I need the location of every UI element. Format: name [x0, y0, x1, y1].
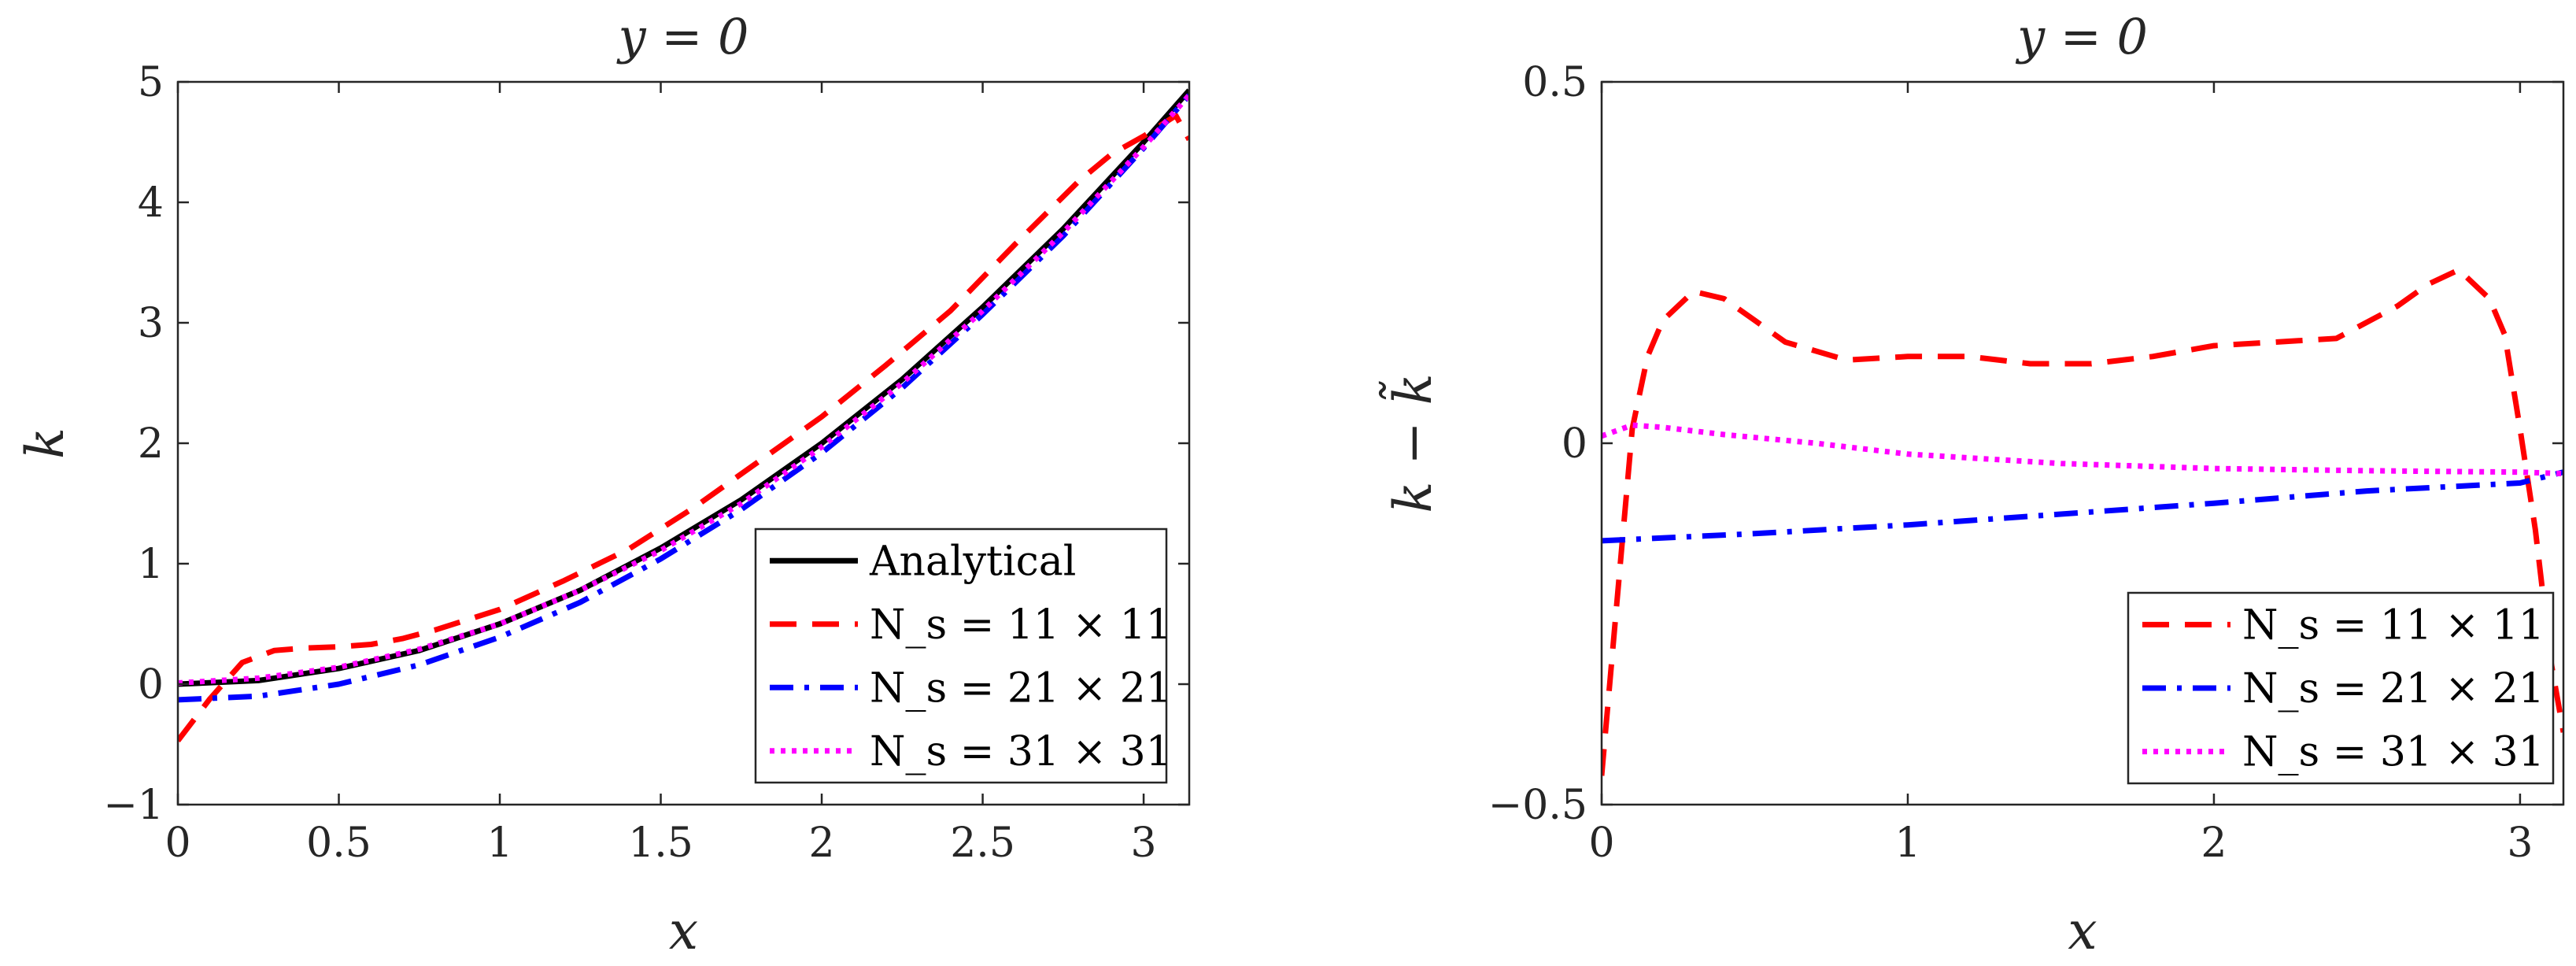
y-tick-label: 0.5	[1522, 59, 1587, 106]
chart-title: y = 0	[2015, 8, 2148, 65]
y-axis-label: k − k̃	[1379, 373, 1443, 513]
y-tick-label: 3	[138, 300, 164, 347]
x-tick-label: 1.5	[628, 820, 693, 867]
x-axis-label: x	[2068, 901, 2097, 961]
plot-area	[1602, 267, 2563, 776]
series-line-1	[1602, 469, 2563, 544]
x-tick-label: 1	[486, 820, 512, 867]
series-line-2	[178, 93, 1189, 703]
x-axis-label: x	[669, 901, 698, 961]
legend-label-3: N_s = 31 × 31	[870, 728, 1172, 775]
legend-label-2: N_s = 31 × 31	[2242, 729, 2545, 776]
y-tick-label: 1	[138, 541, 164, 588]
legend-label-0: N_s = 11 × 11	[2242, 601, 2545, 649]
legend-label-1: N_s = 11 × 11	[870, 601, 1172, 649]
x-tick-label: 2.5	[950, 820, 1015, 867]
y-tick-label: −0.5	[1488, 782, 1587, 829]
chart-title: y = 0	[616, 8, 749, 65]
y-tick-label: 0	[138, 661, 164, 709]
legend-label-0: Analytical	[869, 538, 1076, 585]
y-tick-label: 5	[138, 59, 164, 106]
y-axis-label: k	[15, 427, 76, 459]
x-tick-label: 0.5	[306, 820, 371, 867]
x-tick-label: 2	[2201, 820, 2227, 867]
series-line-1	[178, 113, 1189, 743]
right-panel: 0 1 2 3−0.500.5y = 0xk − k̃N_s = 11 × 11N_s…	[1379, 8, 2565, 961]
series-line-2	[1602, 422, 2563, 477]
x-tick-label: 3	[2507, 820, 2533, 867]
x-tick-label: 3	[1131, 820, 1157, 867]
legend-label-1: N_s = 21 × 21	[2242, 665, 2545, 712]
series-line-0	[1602, 267, 2563, 776]
x-tick-label: 2	[809, 820, 835, 867]
plot-area	[178, 88, 1189, 743]
x-tick-label: 1	[1894, 820, 1920, 867]
legend-box	[754, 527, 1168, 784]
series-line-3	[178, 93, 1189, 686]
y-tick-label: 4	[138, 180, 164, 227]
legend-label-2: N_s = 21 × 21	[870, 664, 1172, 712]
y-tick-label: 2	[138, 420, 164, 468]
x-tick-label: 0	[164, 820, 190, 867]
x-tick-label: 0	[1588, 820, 1614, 867]
y-tick-label: −1	[103, 782, 164, 829]
y-tick-label: 0	[1561, 420, 1587, 468]
